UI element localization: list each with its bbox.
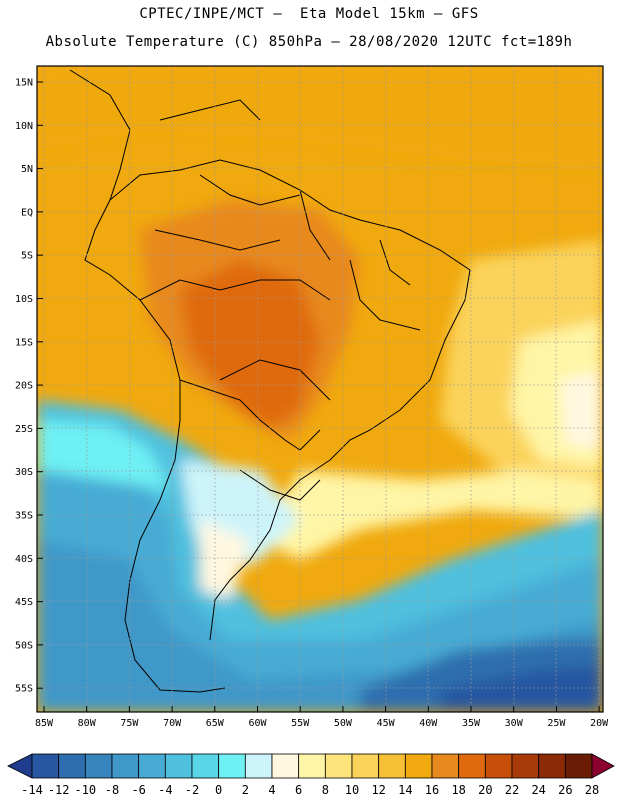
lon-tick-label: 30W xyxy=(505,718,524,729)
latitude-ticks: 15N 10N 5N EQ 5S 10S 15S 20S 25S 30S 35S 40S 45S 50S 5… xyxy=(15,78,43,695)
lat-tick-label: 40S xyxy=(15,554,33,565)
colorbar-label: 18 xyxy=(451,783,465,797)
lon-tick-label: 80W xyxy=(78,718,97,729)
colorbar-label: -6 xyxy=(131,783,145,797)
colorbar-label: 16 xyxy=(425,783,439,797)
colorbar-label: -2 xyxy=(185,783,199,797)
lon-tick-label: 65W xyxy=(206,718,225,729)
colorbar-label: 0 xyxy=(215,783,222,797)
colorbar-label: 28 xyxy=(585,783,599,797)
colorbar-swatch xyxy=(111,753,140,779)
colorbar-label: 14 xyxy=(398,783,412,797)
colorbar-label: 20 xyxy=(478,783,492,797)
lat-tick-label: 35S xyxy=(15,511,33,522)
map-frame xyxy=(36,65,604,713)
lat-tick-label: 15N xyxy=(15,78,33,89)
lon-tick-label: 70W xyxy=(163,718,182,729)
colorbar-label: -8 xyxy=(105,783,119,797)
colorbar-label: 8 xyxy=(322,783,329,797)
colorbar-low-arrow xyxy=(7,753,33,779)
temperature-field xyxy=(37,66,603,712)
colorbar-swatch xyxy=(191,753,220,779)
colorbar-swatch xyxy=(324,753,353,779)
colorbar-label: -12 xyxy=(48,783,70,797)
lat-tick-label: 55S xyxy=(15,684,33,695)
colorbar-labels: -14 -12 -10 -8 -6 -4 -2 0 2 4 6 8 10 12 14 16 18 20 22 24 26… xyxy=(21,783,599,797)
lat-tick-label: 50S xyxy=(15,640,33,651)
lat-tick-label: 15S xyxy=(15,337,33,348)
colorbar-swatch xyxy=(138,753,166,779)
colorbar-label: 12 xyxy=(371,783,385,797)
colorbar-label: 22 xyxy=(505,783,519,797)
lat-tick-label: 5S xyxy=(21,251,33,262)
title-line-2: Absolute Temperature (C) 850hPa – 28/08/… xyxy=(45,34,573,50)
lon-tick-label: 40W xyxy=(419,718,438,729)
colorbar-swatch xyxy=(218,753,246,779)
title-line-1: CPTEC/INPE/MCT – Eta Model 15km – GFS xyxy=(139,6,479,22)
country-borders xyxy=(69,69,471,693)
colorbar-swatch xyxy=(484,753,513,779)
colorbar-swatch xyxy=(84,753,113,779)
lon-tick-label: 20W xyxy=(590,718,609,729)
lon-tick-label: 55W xyxy=(291,718,310,729)
lat-tick-label: 10N xyxy=(15,121,33,132)
colorbar-label: 26 xyxy=(558,783,572,797)
longitude-ticks: 85W 80W 75W 70W 65W 60W 55W 50W 45W 40W 35W 30W 25W 2… xyxy=(35,706,609,729)
colorbar-label: 24 xyxy=(531,783,545,797)
colorbar-swatch xyxy=(511,753,540,779)
colorbar-swatch xyxy=(271,753,300,779)
lat-tick-label: 10S xyxy=(15,294,33,305)
lon-tick-label: 25W xyxy=(547,718,566,729)
lon-tick-label: 35W xyxy=(462,718,481,729)
lat-tick-label: 5N xyxy=(21,164,33,175)
lat-tick-label: EQ xyxy=(21,207,33,218)
lat-tick-label: 25S xyxy=(15,424,33,435)
lat-tick-label: 20S xyxy=(15,381,33,392)
colorbar-swatch xyxy=(244,753,273,779)
colorbar-label: 6 xyxy=(295,783,302,797)
colorbar-swatch xyxy=(378,753,406,779)
lon-tick-label: 50W xyxy=(334,718,353,729)
colorbar-swatch xyxy=(31,753,60,779)
lat-tick-label: 30S xyxy=(15,467,33,478)
colorbar-swatch xyxy=(538,753,566,779)
lon-tick-label: 75W xyxy=(120,718,139,729)
lon-tick-label: 60W xyxy=(248,718,267,729)
lon-tick-label: 45W xyxy=(377,718,396,729)
colorbar-label: -10 xyxy=(74,783,96,797)
colorbar-swatch xyxy=(164,753,193,779)
colorbar-label: -14 xyxy=(21,783,43,797)
colorbar-swatch xyxy=(431,753,460,779)
colorbar-label: 10 xyxy=(345,783,359,797)
colorbar-swatch xyxy=(564,753,593,779)
colorbar-label: 4 xyxy=(268,783,275,797)
colorbar-label: 2 xyxy=(242,783,249,797)
colorbar xyxy=(7,753,615,779)
colorbar-high-arrow xyxy=(591,753,615,779)
colorbar-label: -4 xyxy=(158,783,172,797)
lat-tick-label: 45S xyxy=(15,597,33,608)
colorbar-swatch xyxy=(298,753,326,779)
lon-tick-label: 85W xyxy=(35,718,54,729)
colorbar-swatch xyxy=(351,753,380,779)
colorbar-swatch xyxy=(458,753,486,779)
colorbar-swatch xyxy=(58,753,86,779)
colorbar-swatch xyxy=(404,753,433,779)
